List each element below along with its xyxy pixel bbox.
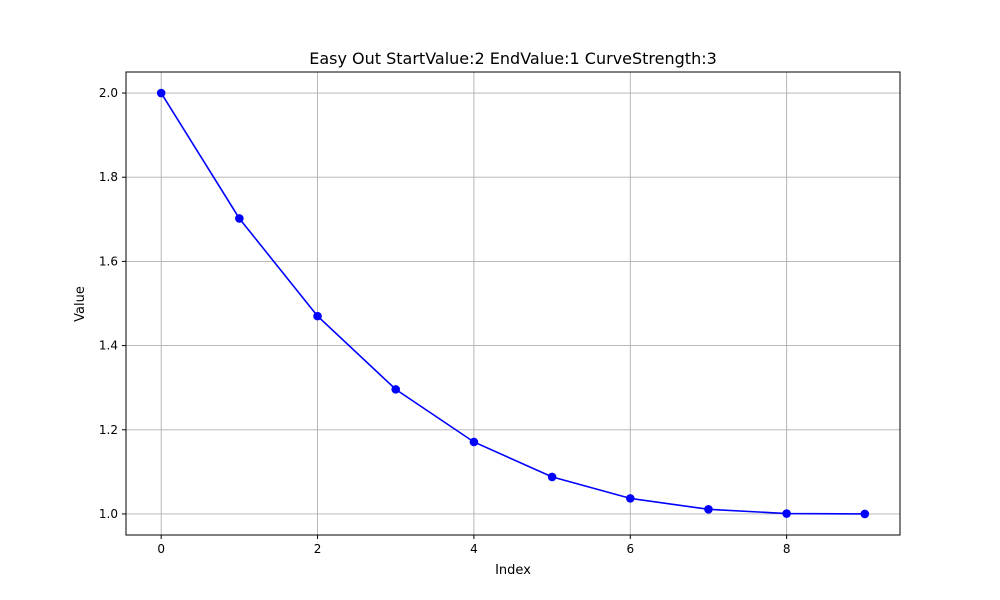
data-point [469,437,479,447]
data-point [625,494,635,503]
data-point [547,472,557,482]
x-tick-label: 4 [470,542,478,556]
series-layer [156,88,870,519]
chart-title: Easy Out StartValue:2 EndValue:1 CurveSt… [309,49,717,68]
y-tick-label: 1.4 [99,339,118,353]
data-point [782,509,791,518]
data-point [235,214,244,223]
y-tick-label: 1.6 [99,254,118,268]
x-tick-label: 0 [157,542,165,556]
x-tick-label: 8 [783,542,791,556]
plot-frame [125,71,901,536]
data-point [704,505,713,514]
x-tick-label: 2 [314,542,322,556]
data-point [391,385,401,394]
y-tick-label: 1.0 [99,507,118,521]
x-axis: 0 2 4 6 8 [157,535,790,556]
y-tick-label: 1.2 [99,423,118,437]
x-axis-label: Index [495,563,531,578]
data-point [313,311,322,321]
y-tick-label: 2.0 [99,86,118,100]
data-point [860,509,870,519]
y-axis-label: Value [73,286,88,322]
y-axis: 1.0 1.2 1.4 1.6 1.8 2.0 [99,86,126,521]
data-point [156,88,166,98]
y-tick-label: 1.8 [99,170,118,184]
x-tick-label: 6 [626,542,634,556]
series-line [160,92,865,515]
grid [126,72,900,535]
